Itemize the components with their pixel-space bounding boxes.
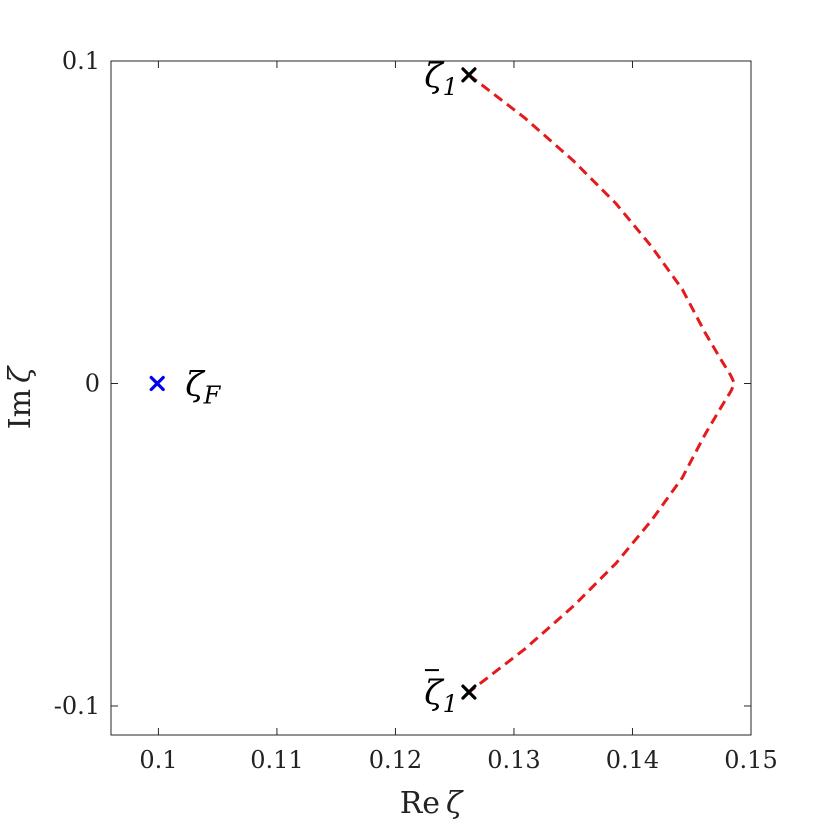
point-annotation: ζF [185,364,221,409]
point-annotation-subscript: 1 [443,690,458,718]
point-annotation-symbol: ζ [424,673,445,713]
point-annotation-symbol: ζ [185,364,206,404]
point-annotation-symbol: ζ [424,56,445,96]
curve-layer [467,73,736,694]
x-tick-label: 0.12 [369,746,422,774]
plot-area [110,60,752,736]
y-axis-label: Im ζ [3,365,38,429]
tick-layer: 0.1 0.11 0.12 0.13 0.14 0.15 0.1 0 -0.1 [54,47,778,774]
point-marker [461,684,477,700]
point-annotation-subscript: 1 [443,73,458,101]
point-annotation-subscript: F [203,381,222,409]
x-tick-label: 0.14 [606,746,659,774]
x-tick-label: 0.13 [487,746,540,774]
point-marker [149,375,165,392]
y-tick-label: 0 [85,369,100,397]
y-axis-label-variable: ζ [3,365,38,383]
x-tick-label: 0.11 [250,746,303,774]
point-marker [461,67,477,83]
y-tick-label: 0.1 [62,47,100,75]
y-axis-label-prefix: Im [3,389,38,429]
point-annotation: ζ1 [424,673,458,718]
y-tick-label: -0.1 [54,692,100,720]
x-tick-label: 0.1 [139,746,177,774]
x-axis-label-prefix: Re [400,786,440,821]
dashed-path-curve [467,73,736,694]
x-tick-label: 0.15 [724,746,777,774]
x-axis-label-variable: ζ [446,786,464,821]
point-annotation: ζ1 [424,56,458,101]
x-axis-label: Re ζ [400,786,464,821]
